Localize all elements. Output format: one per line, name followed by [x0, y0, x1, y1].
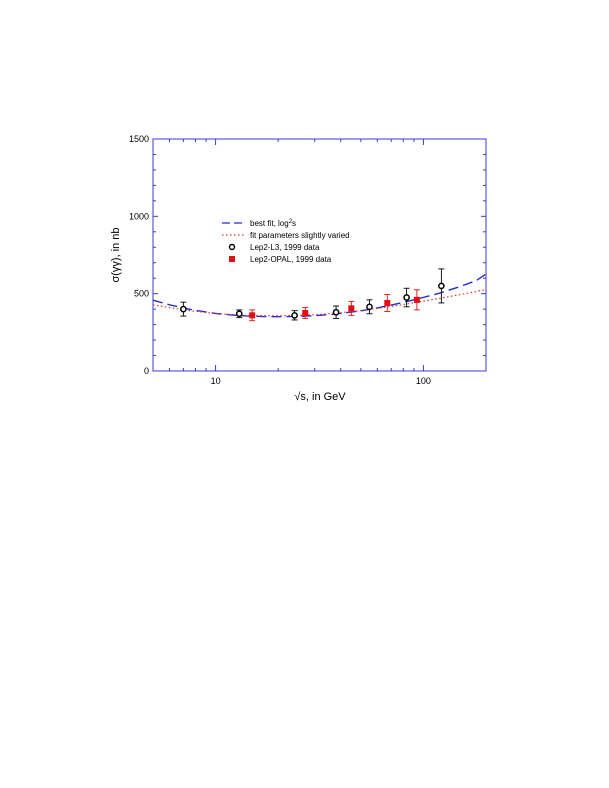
l3-marker	[366, 303, 373, 311]
opal-data-point	[384, 293, 391, 312]
y-axis-ticks: 0 500 1000 1500	[129, 134, 486, 376]
l3-data-point	[438, 268, 445, 304]
legend-best-fit-tail: s	[292, 219, 296, 228]
opal-marker	[302, 310, 309, 316]
y-tick-label: 0	[144, 366, 149, 376]
l3-data-point	[366, 299, 373, 315]
legend-best-fit-label: best fit, log2s	[250, 219, 296, 228]
legend-varied-label: fit parameters slightly varied	[250, 231, 350, 240]
legend: best fit, log2s fit parameters slightly …	[222, 219, 350, 264]
l3-marker	[438, 282, 445, 290]
plot-frame	[152, 138, 487, 372]
opal-data-point	[348, 300, 355, 316]
legend-l3-label: Lep2-L3, 1999 data	[250, 243, 320, 252]
x-tick-label: 10	[211, 376, 221, 386]
fit-curves	[152, 273, 487, 318]
opal-data-point	[249, 309, 256, 322]
opal-marker	[348, 305, 355, 312]
l3-marker	[291, 311, 298, 319]
l3-marker	[180, 305, 187, 313]
l3-marker	[235, 310, 243, 318]
legend-l3-marker	[228, 243, 236, 251]
legend-best-fit-sup: 2	[289, 219, 293, 225]
opal-data-point	[302, 307, 309, 319]
legend-opal-label: Lep2-OPAL, 1999 data	[250, 255, 332, 264]
l3-data-point	[403, 287, 410, 308]
opal-marker	[384, 299, 391, 306]
y-axis-title: σ(γγ), in nb	[110, 227, 122, 282]
l3-data-point	[332, 305, 340, 319]
l3-data-point	[235, 309, 243, 319]
varied-fit-curve	[152, 288, 487, 317]
l3-data-point	[180, 301, 187, 317]
data-points	[180, 268, 445, 322]
opal-data-point	[413, 289, 420, 311]
opal-marker	[413, 296, 420, 303]
x-tick-label: 100	[416, 376, 431, 386]
legend-best-fit-main: best fit, log	[250, 219, 289, 228]
legend-opal-marker	[229, 256, 235, 262]
x-axis-ticks: 10 100	[152, 139, 487, 386]
l3-data-point	[291, 310, 298, 321]
y-tick-label: 1000	[129, 211, 149, 221]
y-tick-label: 500	[134, 289, 149, 299]
x-axis-title: √s, in GeV	[294, 391, 346, 403]
best-fit-curve	[152, 273, 487, 318]
l3-marker	[403, 294, 410, 301]
l3-marker	[332, 308, 340, 316]
y-tick-label: 1500	[129, 134, 149, 144]
opal-marker	[249, 312, 256, 319]
